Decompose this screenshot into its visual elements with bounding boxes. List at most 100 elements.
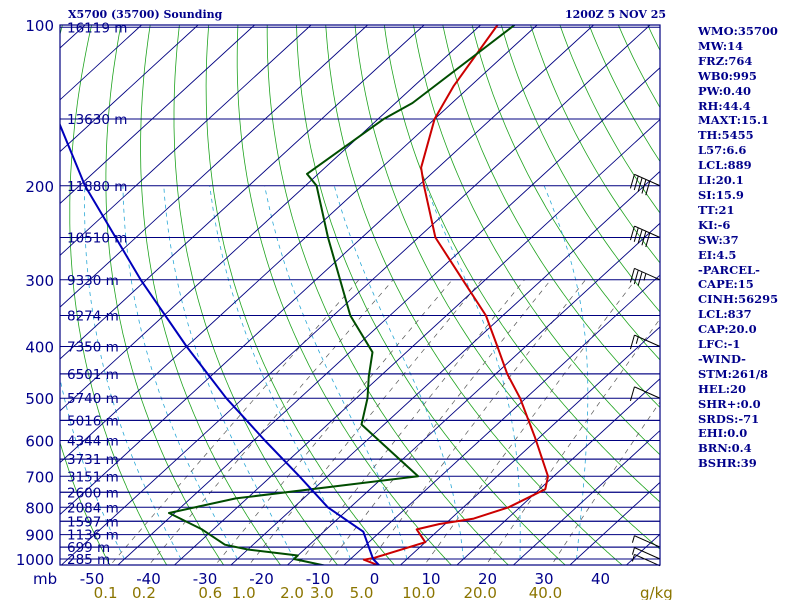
index-line: EHI:0.0: [698, 426, 748, 441]
index-line: BRN:0.4: [698, 441, 752, 456]
wind-barbs: [629, 173, 661, 567]
dry-adiabat: [60, 25, 111, 565]
height-label: 9330 m: [67, 273, 119, 289]
index-line: FRZ:764: [698, 53, 753, 68]
isotherm-line: [0, 25, 29, 570]
mixing-ratio-lines: [110, 279, 660, 565]
height-label: 699 m: [67, 540, 110, 556]
index-line: KI:-6: [698, 217, 731, 232]
isotherm-line: [60, 25, 255, 205]
height-label: 3151 m: [67, 469, 119, 485]
wind-barb: [631, 535, 661, 548]
isotherm-line: [512, 429, 660, 565]
height-label: 11880 m: [67, 179, 127, 195]
isotherm-line: [117, 67, 660, 565]
temperature-tick-label: 20: [478, 570, 497, 588]
index-line: MAXT:15.1: [698, 113, 769, 128]
dry-adiabat: [266, 25, 509, 565]
index-line: -WIND-: [698, 351, 746, 366]
height-label: 16119 m: [67, 20, 127, 36]
mixing-ratio-tick-label: 2.0: [280, 584, 304, 600]
mixing-ratio-tick-label: 0.1: [94, 584, 118, 600]
mixing-ratio-tick-label: 1.0: [232, 584, 256, 600]
wind-barb: [629, 334, 661, 350]
dry-adiabat: [236, 25, 452, 565]
index-line: SI:15.9: [698, 187, 744, 202]
index-line: -PARCEL-: [698, 262, 760, 277]
index-line: PW:0.40: [698, 83, 752, 98]
dry-adiabat: [325, 25, 623, 565]
index-line: LCL:889: [698, 158, 752, 173]
dry-adiabat: [471, 25, 660, 361]
mixing-ratio-line: [296, 279, 525, 565]
dry-adiabat: [442, 25, 660, 408]
index-line: SHR+:0.0: [698, 396, 761, 411]
dry-adiabat: [383, 25, 660, 503]
isotherm-line: [60, 25, 425, 360]
index-line: BSHR:39: [698, 456, 757, 471]
height-labels: 16119 m 13630 m 11880 m 10510 m 9330 m 8274 m…: [67, 20, 127, 568]
wind-barb: [629, 386, 661, 401]
mixing-ratio-line: [148, 279, 394, 565]
wind-barb: [629, 225, 661, 248]
dry-adiabat: [173, 25, 339, 565]
moist-adiabat: [333, 185, 464, 560]
mixing-ratio-unit: g/kg: [640, 584, 673, 600]
dry-adiabat: [354, 25, 660, 550]
index-line: EI:4.5: [698, 247, 737, 262]
index-line: TT:21: [698, 202, 735, 217]
index-line: CINH:56295: [698, 292, 779, 307]
mixing-ratio-tick-label: 40.0: [529, 584, 562, 600]
dry-adiabat: [787, 13, 800, 570]
mixing-ratio-line: [110, 279, 360, 565]
index-line: L57:6.6: [698, 143, 747, 158]
station-title: X5700 (35700) Sounding: [68, 8, 223, 21]
index-line: TH:5455: [698, 128, 754, 143]
isotherm-line: [60, 25, 594, 516]
mixing-ratio-line: [485, 318, 660, 565]
height-label: 10510 m: [67, 230, 127, 246]
isotherm-line: [230, 170, 660, 565]
moist-adiabat: [264, 185, 408, 560]
height-label: 13630 m: [67, 112, 127, 128]
mixing-ratio-tick-label: 5.0: [350, 584, 374, 600]
temperature-tick-label: 30: [534, 570, 553, 588]
wind-barb: [631, 553, 661, 567]
index-line: SRDS:-71: [698, 411, 760, 426]
isotherm-line: [343, 274, 660, 565]
isotherm-line: [399, 326, 660, 565]
moist-adiabat: [163, 185, 295, 560]
profile-lines: [60, 25, 549, 565]
mixing-ratio-line: [424, 279, 636, 565]
height-label: 6501 m: [67, 367, 119, 383]
isotherms: [0, 25, 660, 570]
index-line: STM:261/8: [698, 366, 769, 381]
height-label: 3731 m: [67, 452, 119, 468]
pressure-tick-label: 800: [25, 499, 54, 517]
height-label: 285 m: [67, 552, 110, 568]
index-line: LI:20.1: [698, 173, 744, 188]
dry-adiabat: [500, 25, 660, 313]
moist-adiabat: [122, 185, 238, 560]
mixing-ratio-tick-labels: 0.1 0.2 0.6 1.0 2.0 3.0 5.0 10.0 20.0 40.0: [94, 584, 562, 600]
wind-barb: [631, 547, 661, 560]
pressure-tick-label: 300: [25, 272, 54, 290]
moist-adiabat: [543, 185, 589, 560]
temperature-tick-label: -40: [136, 570, 161, 588]
isotherm-line: [173, 118, 660, 565]
index-line: SW:37: [698, 232, 739, 247]
isotherm-line: [60, 25, 651, 565]
temperature-tick-label: -20: [249, 570, 274, 588]
height-label: 1597 m: [67, 514, 119, 530]
mixing-ratio-tick-label: 10.0: [402, 584, 435, 600]
plot-frame: [59, 24, 661, 566]
height-label: 1136 m: [67, 528, 119, 544]
pressure-tick-label: 900: [25, 527, 54, 545]
temperature-tick-labels: -50 -40 -30 -20 -10 0 10 20 30 40: [80, 570, 610, 588]
mixing-ratio-tick-label: 0.2: [132, 584, 156, 600]
moist-adiabat: [425, 185, 521, 559]
index-line: MW:14: [698, 38, 744, 53]
height-label: 5016 m: [67, 413, 119, 429]
sounding-time: 1200Z 5 NOV 25: [565, 8, 667, 21]
